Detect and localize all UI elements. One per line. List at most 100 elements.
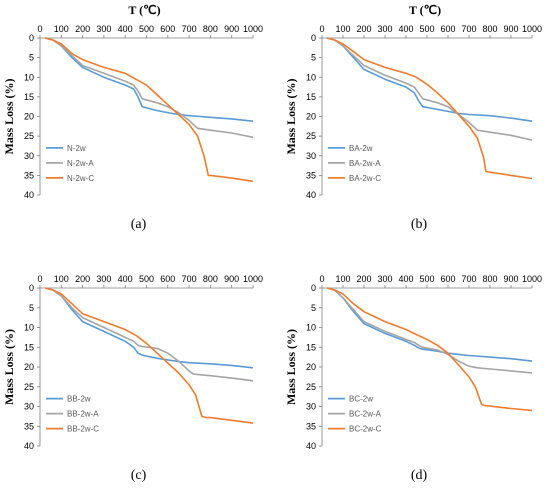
y-tick-label: 35 xyxy=(24,421,34,431)
x-tick-label: 200 xyxy=(75,24,90,34)
series-line-n-2w-a xyxy=(45,37,254,139)
y-tick-label: 35 xyxy=(24,170,34,180)
legend-label: N-2w-A xyxy=(67,159,94,168)
x-tick-label: 1000 xyxy=(522,24,542,34)
series-line-bc-2w-c xyxy=(327,287,533,412)
x-tick-label: 700 xyxy=(182,24,197,34)
y-tick-label: 40 xyxy=(24,441,34,451)
y-tick-label: 40 xyxy=(306,190,316,200)
x-tick-label: 400 xyxy=(118,274,133,284)
series-line-bb-2w-a xyxy=(45,287,254,382)
x-axis-title: T (℃) xyxy=(409,3,441,17)
x-tick-label: 500 xyxy=(139,274,154,284)
x-tick-label: 500 xyxy=(139,24,154,34)
y-tick-label: 15 xyxy=(24,342,34,352)
panel-label: (d) xyxy=(411,468,428,483)
legend-label: BA-2w-A xyxy=(349,159,381,168)
y-tick-label: 35 xyxy=(306,421,316,431)
x-tick-label: 0 xyxy=(319,24,324,34)
legend-label: BB-2w-C xyxy=(67,425,99,434)
x-tick-label: 900 xyxy=(224,274,239,284)
x-tick-label: 1000 xyxy=(243,24,263,34)
y-axis-title: Mass Loss (%) xyxy=(2,78,16,154)
y-tick-label: 10 xyxy=(306,323,316,333)
chart-panel-2: 0 100 200 300 400 500 600 700 800 900 1000 0 5 10 15 20… xyxy=(284,3,542,232)
x-tick-label: 600 xyxy=(440,24,455,34)
y-tick-label: 0 xyxy=(311,33,316,43)
panel-label: (a) xyxy=(131,217,147,232)
y-tick-label: 25 xyxy=(24,131,34,141)
x-tick-label: 400 xyxy=(118,24,133,34)
legend-label: BC-2w-C xyxy=(349,425,382,434)
x-tick-label: 200 xyxy=(75,274,90,284)
legend-label: N-2w xyxy=(67,144,86,153)
y-tick-label: 10 xyxy=(306,72,316,82)
x-tick-label: 900 xyxy=(503,274,518,284)
y-tick-label: 10 xyxy=(24,72,34,82)
y-tick-label: 30 xyxy=(24,151,34,161)
y-tick-label: 30 xyxy=(24,402,34,412)
y-tick-label: 30 xyxy=(306,402,316,412)
legend-label: BB-2w-A xyxy=(67,410,99,419)
y-tick-label: 40 xyxy=(306,441,316,451)
y-tick-label: 15 xyxy=(306,92,316,102)
x-tick-label: 600 xyxy=(160,24,175,34)
chart-panel-3: 0 100 200 300 400 500 600 700 800 900 1000 0 5 10 15 20… xyxy=(2,274,263,483)
y-axis-title: Mass Loss (%) xyxy=(284,78,298,154)
y-tick-label: 20 xyxy=(24,112,34,122)
chart-panel-4: 0 100 200 300 400 500 600 700 800 900 1000 0 5 10 15 20… xyxy=(284,274,542,483)
y-axis-title: Mass Loss (%) xyxy=(2,329,16,405)
x-tick-label: 600 xyxy=(440,274,455,284)
series-line-ba-2w-a xyxy=(327,37,533,141)
y-tick-label: 20 xyxy=(306,362,316,372)
x-tick-label: 600 xyxy=(160,274,175,284)
x-tick-label: 300 xyxy=(96,24,111,34)
legend-label: BC-2w-A xyxy=(349,410,382,419)
y-tick-label: 0 xyxy=(29,33,34,43)
x-tick-label: 1000 xyxy=(243,274,263,284)
x-tick-label: 200 xyxy=(356,274,371,284)
x-tick-label: 0 xyxy=(319,274,324,284)
x-tick-label: 300 xyxy=(377,24,392,34)
x-tick-label: 500 xyxy=(419,24,434,34)
x-tick-label: 900 xyxy=(224,24,239,34)
series-line-ba-2w xyxy=(327,37,533,122)
y-tick-label: 0 xyxy=(311,283,316,293)
x-tick-label: 700 xyxy=(182,274,197,284)
x-tick-label: 800 xyxy=(482,274,497,284)
y-tick-label: 25 xyxy=(306,382,316,392)
x-tick-label: 500 xyxy=(419,274,434,284)
y-tick-label: 5 xyxy=(29,53,34,63)
x-tick-label: 800 xyxy=(203,274,218,284)
legend-label: BA-2w-C xyxy=(349,174,381,183)
y-tick-label: 15 xyxy=(24,92,34,102)
x-tick-label: 0 xyxy=(37,24,42,34)
y-tick-label: 5 xyxy=(311,53,316,63)
x-tick-label: 400 xyxy=(398,274,413,284)
y-tick-label: 20 xyxy=(306,112,316,122)
y-tick-label: 10 xyxy=(24,323,34,333)
panel-label: (b) xyxy=(411,217,428,232)
chart-panel-1: 0 100 200 300 400 500 600 700 800 900 1000 0 5 10 15 20… xyxy=(2,3,263,232)
x-tick-label: 100 xyxy=(335,274,350,284)
y-tick-label: 25 xyxy=(24,382,34,392)
y-tick-label: 40 xyxy=(24,190,34,200)
series-line-bc-2w-a xyxy=(327,287,533,374)
x-tick-label: 700 xyxy=(461,24,476,34)
series-line-n-2w-c xyxy=(45,37,254,183)
x-tick-label: 100 xyxy=(54,274,69,284)
y-tick-label: 0 xyxy=(29,283,34,293)
panel-label: (c) xyxy=(131,468,147,483)
series-line-bb-2w-c xyxy=(45,287,254,424)
y-tick-label: 5 xyxy=(311,303,316,313)
series-line-bc-2w xyxy=(327,287,533,362)
x-tick-label: 900 xyxy=(503,24,518,34)
y-tick-label: 25 xyxy=(306,131,316,141)
x-tick-label: 800 xyxy=(203,24,218,34)
x-tick-label: 100 xyxy=(54,24,69,34)
x-tick-label: 800 xyxy=(482,24,497,34)
x-tick-label: 200 xyxy=(356,24,371,34)
x-tick-label: 0 xyxy=(37,274,42,284)
x-tick-label: 100 xyxy=(335,24,350,34)
